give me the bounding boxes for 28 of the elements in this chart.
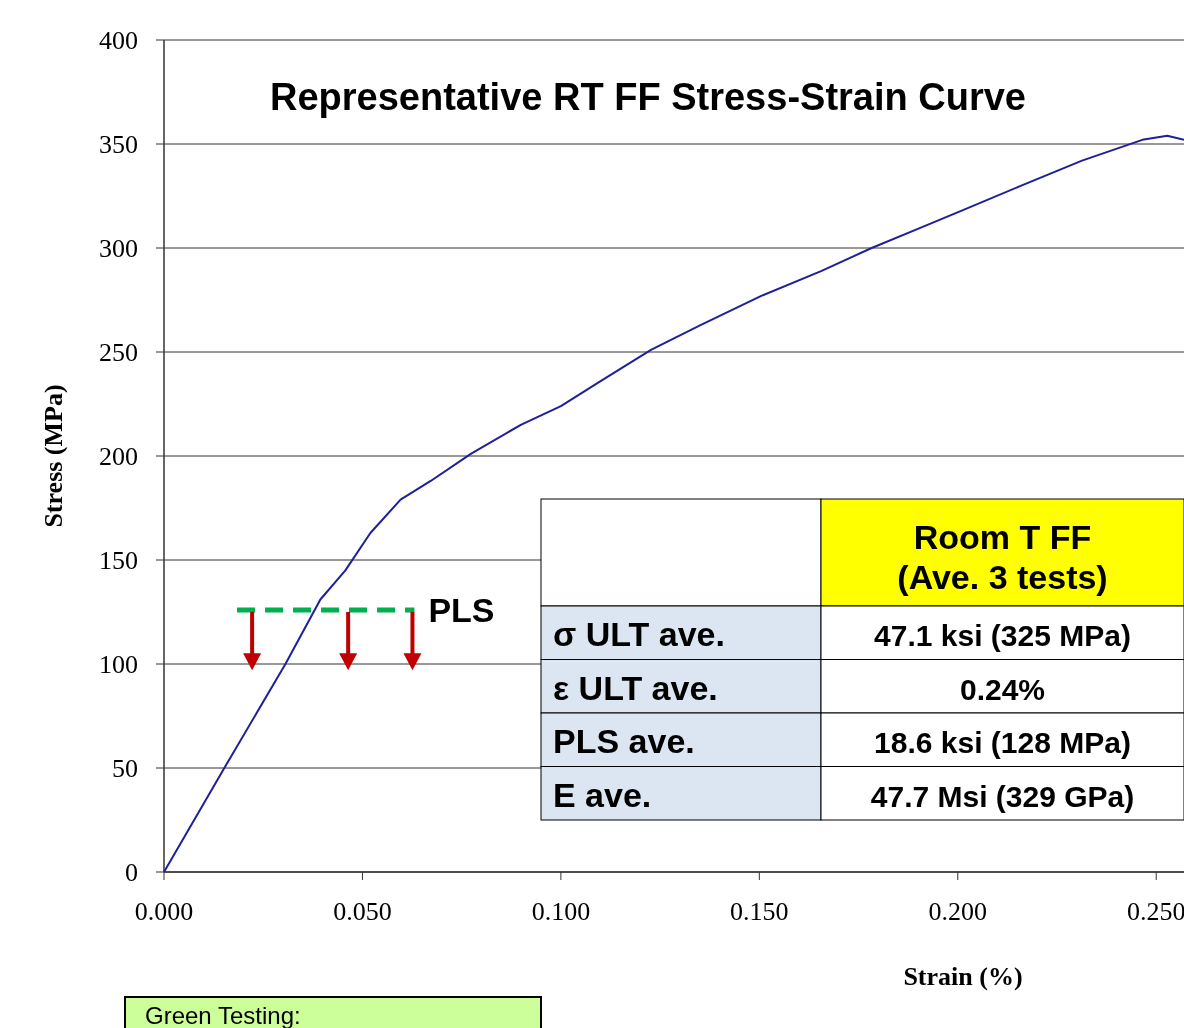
- x-axis-title: Strain (%): [903, 962, 1023, 991]
- y-tick-label: 250: [99, 338, 138, 368]
- y-tick-label: 150: [99, 546, 138, 576]
- y-tick-label: 200: [99, 442, 138, 472]
- x-tick-label: 0.200: [928, 897, 988, 926]
- y-tick-label: 0: [125, 858, 138, 888]
- y-tick-label: 300: [99, 234, 138, 264]
- annotation: 47.7 Msi (329 GPa): [870, 779, 1135, 813]
- y-tick-label: 50: [112, 754, 138, 784]
- annotation: σ ULT ave.: [553, 615, 725, 653]
- x-tick-label: 0.250: [1126, 897, 1184, 926]
- annotation: ε ULT ave.: [553, 668, 718, 707]
- x-tick-label: 0.050: [333, 897, 392, 926]
- annotation: 18.6 ksi (128 MPa): [874, 726, 1131, 759]
- series-label: PLS: [428, 590, 495, 629]
- x-tick-label: 0.100: [531, 897, 591, 926]
- annotation: E ave.: [553, 775, 652, 814]
- x-tick-label: 0.150: [730, 897, 789, 926]
- annotation: 47.1 ksi (325 MPa): [874, 619, 1131, 652]
- y-tick-label: 100: [99, 650, 138, 680]
- y-tick-label: 400: [99, 26, 138, 56]
- y-axis-title: Stress (MPa): [39, 384, 68, 528]
- y-tick-label: 350: [99, 130, 138, 160]
- annotation: PLS ave.: [553, 722, 695, 760]
- annotation: 0.24%: [959, 672, 1046, 706]
- x-tick-label: 0.000: [134, 897, 194, 926]
- annotation: Room T FF (Ave. 3 tests): [897, 518, 1108, 596]
- text: Representative RT FF Stress-Strain Curve: [269, 76, 1027, 118]
